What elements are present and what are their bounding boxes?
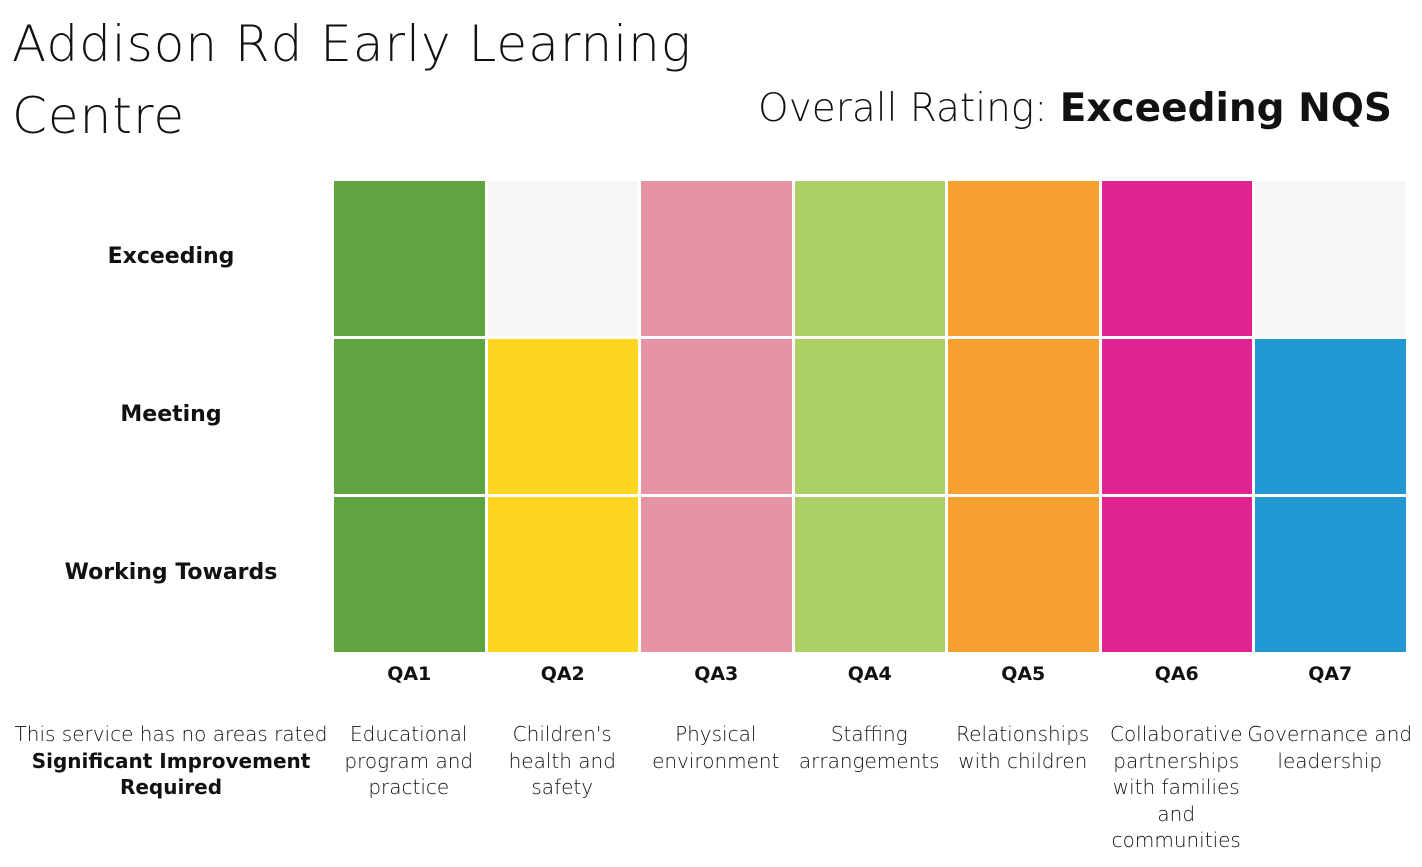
cell-qa7-exceeding — [1255, 181, 1406, 336]
cell-qa7-meeting — [1255, 339, 1406, 494]
overall-rating-value: Exceeding NQS — [1059, 86, 1392, 131]
overall-rating: Overall Rating: Exceeding NQS — [758, 86, 1392, 131]
service-title: Addison Rd Early Learning Centre — [12, 15, 692, 145]
cell-qa3-exceeding — [641, 181, 792, 336]
column-label-qa7: QA7 — [1308, 663, 1353, 685]
cell-qa3-meeting — [641, 339, 792, 494]
column-label-qa4: QA4 — [847, 663, 892, 685]
column-label-qa1: QA1 — [387, 663, 432, 685]
column-description-qa5: Relationships with children — [956, 722, 1090, 773]
cell-qa2-working-towards — [487, 497, 638, 652]
cell-qa6-exceeding — [1101, 181, 1252, 336]
cell-qa7-working-towards — [1255, 497, 1406, 652]
row-label-working-towards: Working Towards — [64, 560, 278, 585]
cell-qa1-working-towards — [334, 497, 485, 652]
column-description-qa1: Educational program and practice — [344, 722, 474, 799]
cell-qa2-exceeding — [487, 181, 638, 336]
cell-qa5-meeting — [948, 339, 1099, 494]
row-label-meeting: Meeting — [120, 402, 222, 427]
cell-qa4-meeting — [794, 339, 945, 494]
overall-rating-label: Overall Rating: — [758, 86, 1048, 131]
cell-qa2-meeting — [487, 339, 638, 494]
column-label-qa3: QA3 — [694, 663, 739, 685]
sir-note: This service has no areas rated Significa… — [12, 721, 330, 801]
cell-qa3-working-towards — [641, 497, 792, 652]
row-label-exceeding: Exceeding — [107, 244, 235, 269]
column-label-qa2: QA2 — [540, 663, 585, 685]
column-description-qa7: Governance and leadership — [1247, 722, 1413, 773]
cell-qa4-working-towards — [794, 497, 945, 652]
column-label-qa6: QA6 — [1154, 663, 1199, 685]
sir-note-text: This service has no areas rated — [14, 722, 328, 746]
cell-qa1-meeting — [334, 339, 485, 494]
column-description-qa3: Physical environment — [652, 722, 780, 773]
cell-qa1-exceeding — [334, 181, 485, 336]
cell-qa4-exceeding — [794, 181, 945, 336]
cell-qa6-working-towards — [1101, 497, 1252, 652]
column-description-qa2: Children's health and safety — [508, 722, 616, 799]
column-label-qa5: QA5 — [1001, 663, 1046, 685]
cell-qa6-meeting — [1101, 339, 1252, 494]
column-description-qa4: Staffing arrangements — [798, 722, 940, 773]
cell-qa5-exceeding — [948, 181, 1099, 336]
cell-qa5-working-towards — [948, 497, 1099, 652]
column-description-qa6: Collaborative partnerships with families… — [1109, 722, 1243, 852]
sir-note-bold: Significant Improvement Required — [31, 748, 311, 800]
